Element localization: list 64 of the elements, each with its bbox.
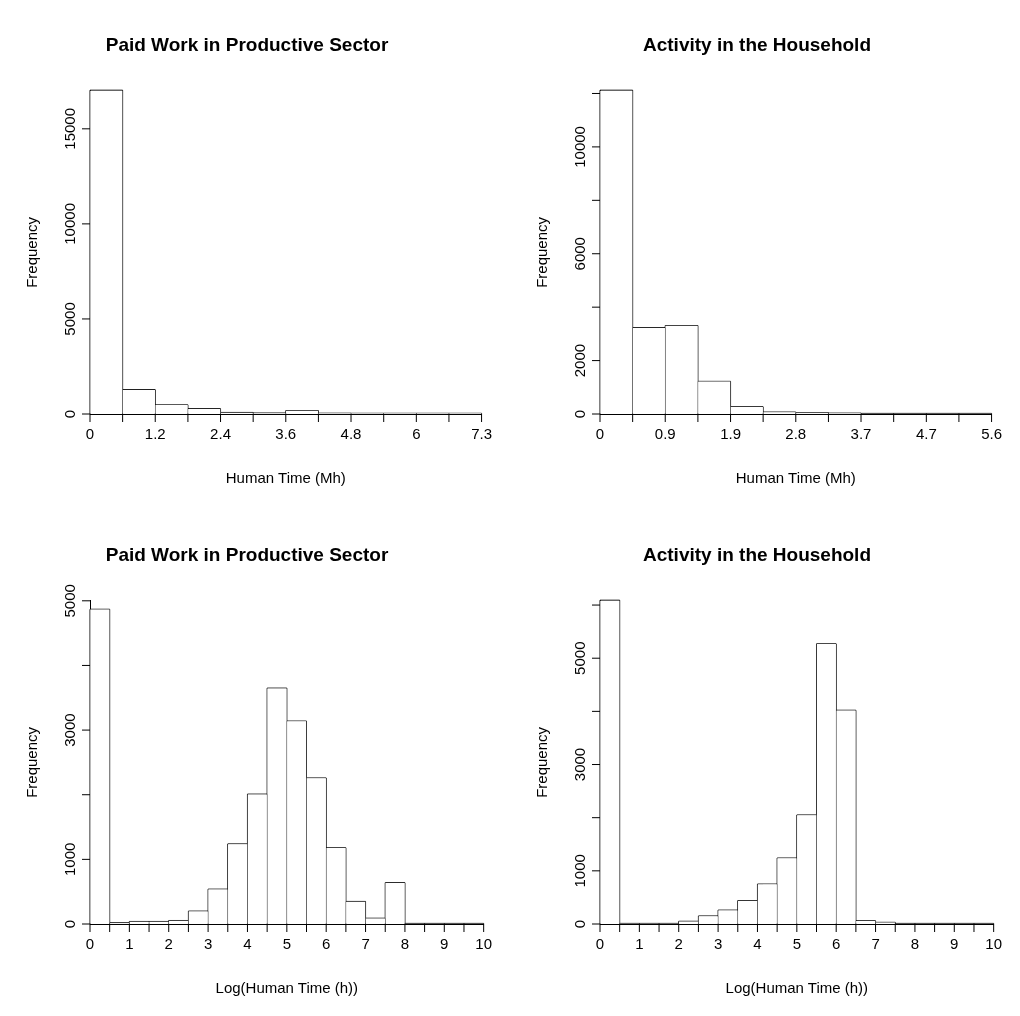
y-tick-label: 0 — [570, 919, 588, 929]
x-tick-label: 5 — [282, 935, 291, 953]
x-tick-label: 3 — [203, 935, 213, 953]
y-tick-label: 10000 — [570, 126, 588, 168]
x-tick-label: 4.7 — [915, 425, 937, 443]
x-tick-label: 0 — [85, 935, 95, 953]
x-axis-title: Log(Human Time (h)) — [215, 979, 359, 997]
y-tick-label: 0 — [60, 919, 78, 929]
x-tick-label: 9 — [440, 935, 449, 953]
x-tick-label: 6 — [322, 935, 331, 953]
y-axis-title: Frequency — [23, 216, 41, 288]
chart-title: Activity in the Household — [642, 33, 872, 55]
x-tick-label: 10 — [985, 935, 1002, 953]
x-tick-label: 7 — [871, 935, 880, 953]
y-tick-label: 3000 — [570, 747, 588, 782]
x-tick-label: 1 — [125, 935, 134, 953]
x-tick-label: 1 — [635, 935, 644, 953]
y-tick-label: 0 — [570, 409, 588, 419]
y-tick-label: 5000 — [60, 302, 78, 336]
x-tick-label: 4.8 — [340, 425, 362, 443]
y-tick-label: 5000 — [60, 584, 78, 618]
x-tick-label: 8 — [910, 935, 920, 953]
x-tick-label: 1.9 — [720, 425, 741, 443]
x-tick-label: 10 — [475, 935, 492, 953]
x-tick-label: 0.9 — [654, 425, 676, 443]
x-tick-label: 1.2 — [144, 425, 166, 443]
chart-title: Activity in the Household — [642, 543, 872, 565]
x-tick-label: 3 — [713, 935, 723, 953]
y-axis-title: Frequency — [533, 216, 551, 288]
x-tick-label: 4 — [753, 935, 762, 953]
x-tick-label: 7.3 — [471, 425, 492, 443]
y-tick-label: 6000 — [570, 237, 588, 271]
chart-title: Paid Work in Productive Sector — [105, 33, 389, 55]
x-tick-label: 5.6 — [981, 425, 1002, 443]
chart-title: Paid Work in Productive Sector — [105, 543, 389, 565]
x-tick-label: 3.6 — [275, 425, 297, 443]
x-tick-label: 2 — [164, 935, 173, 953]
x-tick-label: 4 — [243, 935, 252, 953]
y-tick-label: 3000 — [60, 713, 78, 747]
y-axis-title: Frequency — [23, 726, 41, 798]
y-tick-label: 10000 — [60, 203, 78, 245]
x-tick-label: 0 — [595, 425, 605, 443]
y-tick-label: 5000 — [570, 641, 588, 675]
y-tick-label: 15000 — [60, 107, 78, 150]
y-tick-label: 1000 — [570, 854, 588, 888]
x-tick-label: 9 — [950, 935, 959, 953]
x-tick-label: 5 — [792, 935, 801, 953]
x-tick-label: 6 — [832, 935, 841, 953]
x-axis-title: Human Time (Mh) — [735, 469, 856, 487]
x-tick-label: 0 — [85, 425, 95, 443]
x-tick-label: 7 — [361, 935, 370, 953]
y-tick-label: 0 — [60, 409, 78, 419]
x-axis-title: Log(Human Time (h)) — [725, 979, 869, 997]
y-tick-label: 1000 — [60, 842, 78, 877]
x-tick-label: 6 — [412, 425, 421, 443]
y-tick-label: 2000 — [570, 343, 588, 378]
x-tick-label: 2 — [674, 935, 683, 953]
x-tick-label: 2.8 — [785, 425, 807, 443]
x-tick-label: 3.7 — [850, 425, 872, 443]
x-axis-title: Human Time (Mh) — [225, 469, 346, 487]
x-tick-label: 2.4 — [210, 425, 231, 443]
x-tick-label: 8 — [400, 935, 410, 953]
x-tick-label: 0 — [595, 935, 605, 953]
y-axis-title: Frequency — [533, 726, 551, 798]
